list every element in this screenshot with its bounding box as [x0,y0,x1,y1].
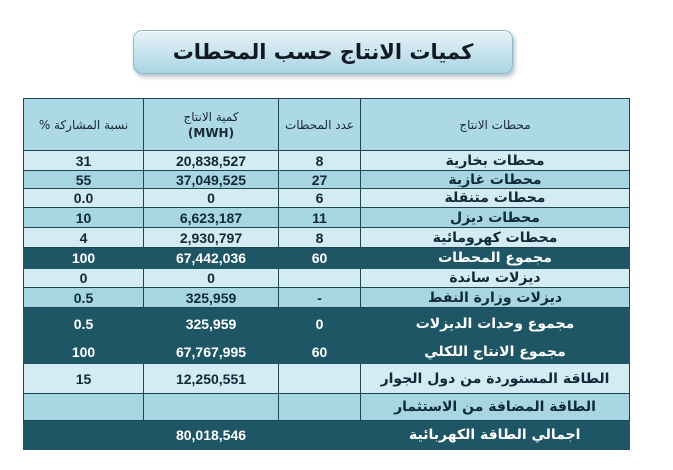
cell-pct: 0.5 [23,287,144,308]
cell-pct: 15 [23,363,144,394]
cell-name: الطاقة المضافة من الاستثمار [360,393,630,421]
cell-qty: 80,018,546 [143,420,279,450]
production-table: نسبة المشاركة % كمية الانتاج (MWH) عدد ا… [23,98,630,450]
cell-name: محطات غازية [360,170,630,189]
cell-name: اجمالي الطاقة الكهربائية [360,420,630,450]
cell-name: مجموع وحدات الديزلات [360,307,630,341]
cell-name: محطات متنقلة [360,188,630,208]
cell-count: 0 [278,307,361,341]
cell-count: 6 [278,188,361,208]
cell-name: مجموع الانتاج اللكلي [360,340,630,364]
cell-count: 27 [278,170,361,189]
cell-pct: 31 [23,150,144,171]
header-production-stations: محطات الانتاج [360,98,630,151]
cell-pct: 0.0 [23,188,144,208]
cell-qty: 6,623,187 [143,207,279,228]
cell-pct: 100 [23,247,144,269]
header-production-qty-unit: (MWH) [187,125,235,140]
page-title: كميات الانتاج حسب المحطات [172,40,474,64]
cell-qty: 2,930,797 [143,227,279,248]
title-banner: كميات الانتاج حسب المحطات [133,30,513,74]
table-row: 15 12,250,551 الطاقة المستوردة من دول ال… [23,363,630,394]
cell-name: مجموع المحطات [360,247,630,269]
table-row: 4 2,930,797 8 محطات كهرومائية [23,227,630,248]
table-row-grand-total: 80,018,546 اجمالي الطاقة الكهربائية [23,420,630,450]
cell-pct [23,420,144,450]
cell-qty: 0 [143,268,279,288]
cell-qty: 20,838,527 [143,150,279,171]
cell-name: محطات كهرومائية [360,227,630,248]
cell-name: ديزلات وزارة النفط [360,287,630,308]
cell-count: 60 [278,340,361,364]
table-row: الطاقة المضافة من الاستثمار [23,393,630,421]
table-row-subtotal: 100 67,442,036 60 مجموع المحطات [23,247,630,269]
table-row: 0.0 0 6 محطات متنقلة [23,188,630,208]
table-row: 31 20,838,527 8 محطات بخارية [23,150,630,171]
cell-pct: 100 [23,340,144,364]
cell-pct: 0.5 [23,307,144,341]
cell-count [278,268,361,288]
table-row: 0 0 ديزلات ساندة [23,268,630,288]
table-row-diesel-total: 0.5 325,959 0 مجموع وحدات الديزلات [23,307,630,341]
table-row: 10 6,623,187 11 محطات ديزل [23,207,630,228]
header-share-pct: نسبة المشاركة % [23,98,144,151]
table-row: 0.5 325,959 - ديزلات وزارة النفط [23,287,630,308]
cell-pct: 0 [23,268,144,288]
cell-name: ديزلات ساندة [360,268,630,288]
cell-count [278,420,361,450]
cell-qty: 67,442,036 [143,247,279,269]
cell-count: 11 [278,207,361,228]
header-production-qty-label: كمية الانتاج [183,109,239,124]
cell-qty: 0 [143,188,279,208]
cell-name: محطات ديزل [360,207,630,228]
cell-name: الطاقة المستوردة من دول الجوار [360,363,630,394]
cell-pct: 4 [23,227,144,248]
cell-name: محطات بخارية [360,150,630,171]
cell-count: - [278,287,361,308]
cell-pct: 55 [23,170,144,189]
cell-pct [23,393,144,421]
cell-qty [143,393,279,421]
cell-qty: 12,250,551 [143,363,279,394]
cell-count: 8 [278,150,361,171]
cell-qty: 37,049,525 [143,170,279,189]
header-station-count: عدد المحطات [278,98,361,151]
cell-qty: 67,767,995 [143,340,279,364]
cell-count [278,393,361,421]
table-row-production-total: 100 67,767,995 60 مجموع الانتاج اللكلي [23,340,630,364]
table-row: 55 37,049,525 27 محطات غازية [23,170,630,189]
cell-pct: 10 [23,207,144,228]
cell-count [278,363,361,394]
cell-qty: 325,959 [143,287,279,308]
table-header-row: نسبة المشاركة % كمية الانتاج (MWH) عدد ا… [23,98,630,151]
header-production-qty: كمية الانتاج (MWH) [143,98,279,151]
cell-qty: 325,959 [143,307,279,341]
cell-count: 60 [278,247,361,269]
cell-count: 8 [278,227,361,248]
